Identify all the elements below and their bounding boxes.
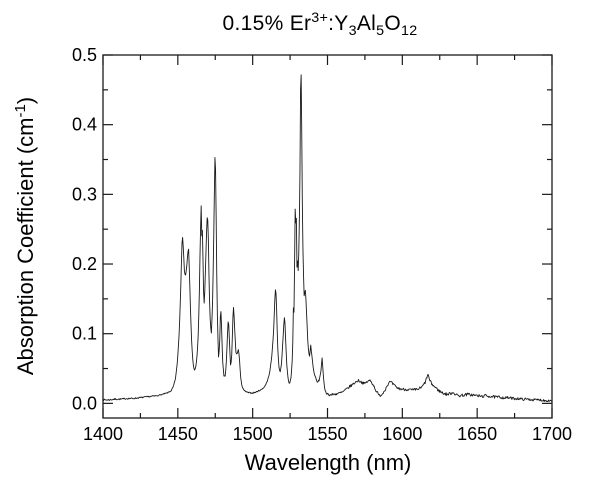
x-tick-label: 1700 xyxy=(532,424,572,444)
x-tick-label: 1550 xyxy=(307,424,347,444)
y-tick-label: 0.4 xyxy=(72,115,97,135)
x-tick-label: 1500 xyxy=(233,424,273,444)
subscript: 5 xyxy=(376,22,385,39)
x-tick-label: 1600 xyxy=(382,424,422,444)
y-tick-label: 0.3 xyxy=(72,184,97,204)
chart-title: 0.15% Er3+:Y3Al5O12 xyxy=(222,10,418,39)
subscript: 3 xyxy=(348,22,357,39)
text-run: 0.15% Er xyxy=(222,12,312,35)
text-run: O xyxy=(384,12,402,35)
superscript: 3+ xyxy=(311,10,329,27)
y-tick-label: 0.2 xyxy=(72,254,97,274)
y-tick-label: 0.0 xyxy=(72,393,97,413)
y-tick-label: 0.5 xyxy=(72,45,97,65)
text-run: Al xyxy=(356,12,377,35)
x-tick-label: 1450 xyxy=(158,424,198,444)
spectrum-trace xyxy=(103,74,552,403)
subscript: 12 xyxy=(401,22,418,39)
text-run: :Y xyxy=(328,12,349,35)
x-tick-label: 1400 xyxy=(83,424,123,444)
plot-frame xyxy=(102,54,553,419)
x-axis-title: Wavelength (nm) xyxy=(244,450,412,475)
x-tick-label: 1650 xyxy=(457,424,497,444)
y-tick-label: 0.1 xyxy=(72,324,97,344)
